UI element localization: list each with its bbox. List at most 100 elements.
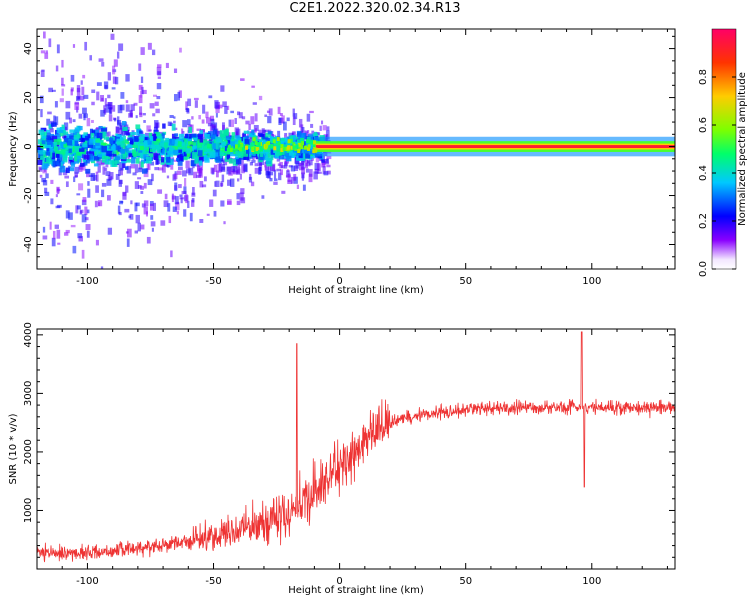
spectrogram-speckle	[258, 95, 263, 101]
spectrogram-cell	[40, 127, 47, 132]
spectrogram-transition-cell	[290, 145, 294, 150]
spectrogram-transition-cell	[306, 139, 310, 144]
spectrogram-speckle	[124, 208, 130, 213]
spectrogram-speckle	[261, 129, 265, 139]
x-tick-label: 100	[582, 576, 601, 587]
spectrogram-speckle	[130, 164, 135, 169]
spectrogram-speckle	[192, 186, 195, 196]
spectrogram-speckle	[174, 171, 177, 175]
spectrogram-cell	[113, 148, 120, 155]
spectrogram-cell	[211, 134, 217, 140]
spectrogram-cell	[139, 138, 144, 145]
spectrogram-speckle	[221, 174, 225, 183]
spectrogram-speckle	[298, 118, 303, 128]
spectrogram-cell	[69, 135, 75, 141]
spectrogram-cell	[166, 147, 171, 153]
spectrogram-speckle	[81, 199, 87, 206]
spectrogram-cell	[140, 161, 144, 168]
spectrogram-speckle	[80, 95, 85, 101]
spectrogram-cell	[96, 132, 103, 139]
spectrogram-speckle	[173, 116, 176, 119]
colorbar-gradient	[711, 28, 737, 270]
spectrogram-speckle	[323, 171, 329, 176]
spectrogram-speckle	[39, 174, 43, 178]
spectrogram-transition-cell	[257, 142, 261, 147]
spectrogram-speckle	[56, 186, 60, 193]
spectrogram-speckle	[78, 113, 83, 119]
x-tick-label: -100	[76, 276, 99, 287]
spectrogram-speckle	[158, 167, 164, 171]
x-tick-label: -50	[205, 576, 221, 587]
spectrogram-speckle	[208, 95, 213, 99]
spectrogram-cell	[73, 143, 80, 149]
spectrogram-cell	[148, 132, 153, 139]
spectrogram-speckle	[137, 222, 141, 232]
spectrogram-speckle	[49, 128, 54, 133]
spectrogram-cell	[290, 135, 296, 143]
spectrogram-speckle	[65, 229, 70, 234]
spectrogram-cell	[242, 151, 249, 157]
spectrogram-cell	[83, 160, 88, 166]
spectrogram-transition-cell	[277, 141, 281, 146]
spectrogram-cell	[64, 138, 69, 146]
spectrogram-cell	[215, 158, 222, 163]
spectrogram-cell	[186, 150, 191, 158]
spectrogram-cell	[125, 145, 130, 153]
spectrogram-panel: -100 -50 0 50 100 -40 -20 0 20 40 Height of stra…	[8, 28, 676, 296]
spectrogram-cell	[110, 151, 115, 156]
spectrogram-cell	[122, 126, 128, 132]
spectrogram-speckle	[286, 117, 290, 122]
spectrogram-cell	[308, 144, 313, 152]
spectrogram-speckle	[125, 100, 129, 104]
spectrogram-cell	[274, 143, 280, 151]
spectrogram-speckle	[310, 123, 314, 128]
spectrogram-speckle	[118, 179, 123, 185]
spectrogram-speckle	[298, 162, 304, 171]
spectrogram-speckle	[254, 167, 259, 174]
spectrogram-speckle	[175, 202, 180, 211]
spectrogram-transition-cell	[297, 142, 301, 147]
spectrogram-speckle	[215, 170, 219, 178]
spectrogram-cell	[139, 130, 143, 134]
colorbar-ticks: 0.0 0.2 0.4 0.6 0.8	[698, 69, 736, 277]
spectrogram-speckle	[278, 117, 284, 124]
spectrogram-speckle	[200, 161, 204, 171]
spectrogram-cell	[153, 141, 159, 145]
spectrogram-speckle	[101, 97, 104, 102]
spectrogram-speckle	[42, 235, 48, 240]
spectrogram-speckle	[72, 44, 76, 48]
spectrogram-cell	[214, 153, 221, 160]
spectrogram-cell	[231, 132, 236, 139]
spectrogram-cell	[246, 149, 250, 154]
spectrogram-speckle	[250, 116, 255, 125]
spectrogram-cell	[122, 121, 127, 126]
spectrogram-speckle	[137, 177, 142, 180]
spectrogram-speckle	[137, 185, 142, 189]
spectrogram-speckle	[117, 205, 121, 214]
spectrogram-speckle	[227, 166, 232, 172]
spectrogram-speckle	[81, 86, 85, 96]
spectrogram-speckle	[149, 201, 154, 206]
spectrogram-cell	[177, 141, 182, 148]
spectrogram-speckle	[143, 120, 146, 123]
spectrogram-cell	[81, 138, 85, 143]
spectrogram-cell	[125, 158, 132, 163]
spectrogram-speckle	[133, 102, 138, 106]
snr-x-axis-title: Height of straight line (km)	[288, 585, 424, 596]
snr-y-ticks: 1000 2000 3000 4000	[23, 322, 675, 570]
spectrogram-speckle	[228, 171, 233, 176]
spectrogram-cell	[59, 126, 65, 133]
spectrogram-speckle	[201, 129, 206, 138]
snr-panel: -100 -50 0 50 100 1000 2000 3000 4000 Height of…	[8, 322, 676, 596]
spectrogram-speckle	[51, 237, 56, 247]
spectrogram-speckle	[126, 165, 132, 174]
spectrogram-cell	[245, 135, 250, 139]
spectrogram-speckle	[77, 205, 81, 210]
spectrogram-transition-cell	[251, 146, 255, 151]
spectrogram-speckle	[266, 110, 270, 113]
spectrogram-speckle	[107, 94, 111, 99]
spectrogram-cell	[112, 160, 118, 167]
spectrogram-cell	[95, 142, 100, 146]
spectrogram-cell	[184, 133, 189, 139]
spectrogram-cell	[259, 133, 265, 138]
